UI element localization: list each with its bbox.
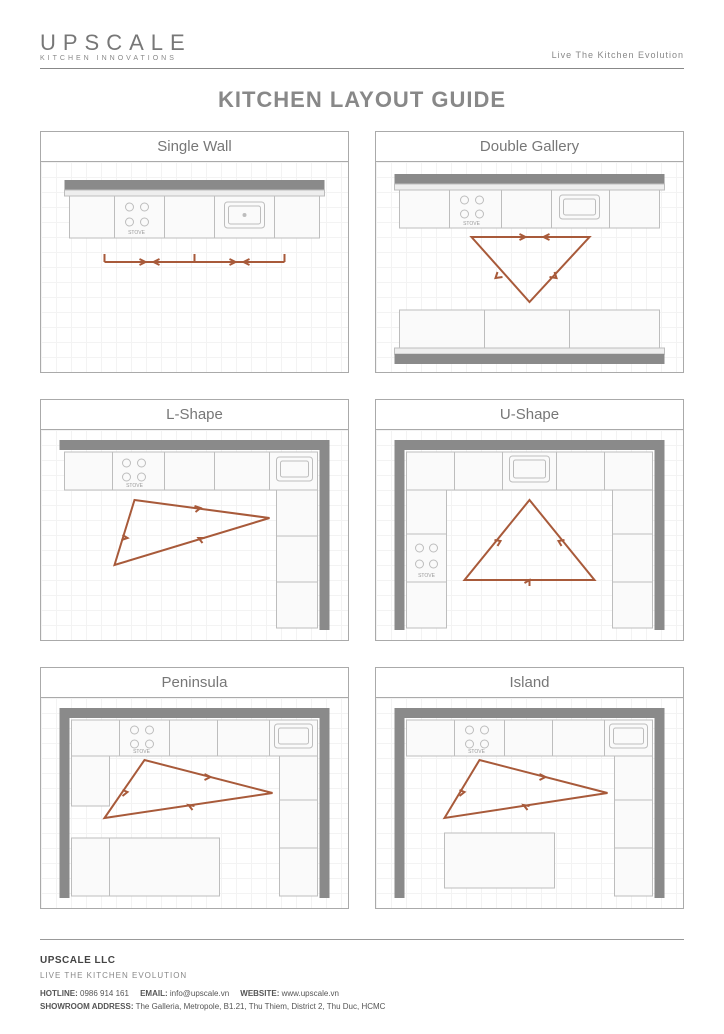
brand-sub: KITCHEN INNOVATIONS — [40, 55, 192, 62]
card-title: Peninsula — [41, 668, 348, 698]
card-title: Island — [376, 668, 683, 698]
svg-text:STOVE: STOVE — [468, 749, 486, 755]
svg-text:STOVE: STOVE — [126, 483, 144, 489]
diagram-single-wall: STOVE — [41, 162, 348, 372]
footer-company: UPSCALE LLC — [40, 952, 684, 969]
layout-grid: Single Wall STOVE — [40, 131, 684, 909]
footer: UPSCALE LLC LIVE THE KITCHEN EVOLUTION H… — [40, 939, 684, 1014]
svg-text:STOVE: STOVE — [418, 573, 436, 579]
showroom-value: The Galleria, Metropole, B1.21, Thu Thie… — [136, 1002, 386, 1011]
svg-text:STOVE: STOVE — [128, 230, 146, 236]
card-peninsula: Peninsula STOVE — [40, 667, 349, 909]
website-label: WEBSITE: — [240, 989, 279, 998]
card-island: Island STOVE — [375, 667, 684, 909]
tagline: Live The Kitchen Evolution — [552, 50, 684, 62]
email-value: info@upscale.vn — [170, 989, 229, 998]
footer-tagline: LIVE THE KITCHEN EVOLUTION — [40, 969, 684, 983]
svg-text:STOVE: STOVE — [133, 749, 151, 755]
brand-block: UPSCALE KITCHEN INNOVATIONS — [40, 30, 192, 62]
page-title: KITCHEN LAYOUT GUIDE — [40, 87, 684, 113]
card-double-gallery: Double Gallery STOVE — [375, 131, 684, 373]
website-value: www.upscale.vn — [282, 989, 339, 998]
header: UPSCALE KITCHEN INNOVATIONS Live The Kit… — [40, 30, 684, 69]
diagram-peninsula: STOVE — [41, 698, 348, 908]
brand-main: UPSCALE — [40, 30, 192, 56]
svg-text:STOVE: STOVE — [463, 221, 481, 227]
showroom-label: SHOWROOM ADDRESS: — [40, 1002, 133, 1011]
footer-address-row: SHOWROOM ADDRESS: The Galleria, Metropol… — [40, 1000, 684, 1014]
hotline-label: HOTLINE: — [40, 989, 78, 998]
diagram-double-gallery: STOVE — [376, 162, 683, 372]
diagram-l-shape: STOVE — [41, 430, 348, 640]
hotline-value: 0986 914 161 — [80, 989, 129, 998]
card-title: Single Wall — [41, 132, 348, 162]
email-label: EMAIL: — [140, 989, 168, 998]
card-title: Double Gallery — [376, 132, 683, 162]
card-l-shape: L-Shape STOVE — [40, 399, 349, 641]
card-title: L-Shape — [41, 400, 348, 430]
diagram-u-shape: STOVE — [376, 430, 683, 640]
card-single-wall: Single Wall STOVE — [40, 131, 349, 373]
card-title: U-Shape — [376, 400, 683, 430]
card-u-shape: U-Shape — [375, 399, 684, 641]
footer-contact-row: HOTLINE: 0986 914 161 EMAIL: info@upscal… — [40, 987, 684, 1001]
diagram-island: STOVE — [376, 698, 683, 908]
